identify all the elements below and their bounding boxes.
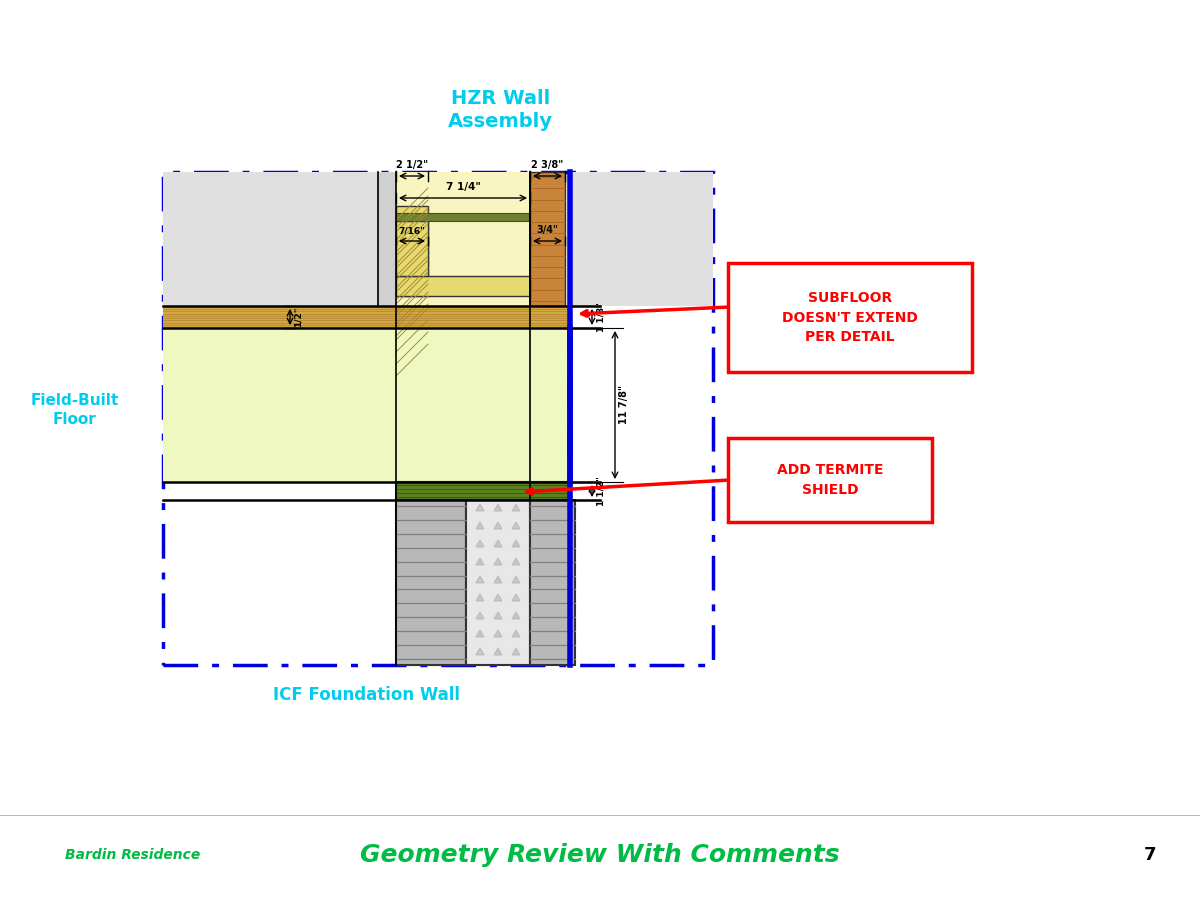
Text: ICF Foundation Wall: ICF Foundation Wall [274,686,460,704]
Bar [396,221,428,276]
Polygon shape [494,540,502,547]
Text: HZR Wall
Assembly: HZR Wall Assembly [448,89,553,131]
Polygon shape [476,540,484,547]
Bar [163,172,396,306]
Text: 7 1/4": 7 1/4" [445,182,480,192]
FancyBboxPatch shape [728,263,972,372]
Polygon shape [512,522,520,529]
Polygon shape [512,630,520,637]
Text: 11 7/8": 11 7/8" [619,385,629,425]
Polygon shape [512,594,520,601]
Polygon shape [476,612,484,619]
Text: 2 3/8": 2 3/8" [532,160,564,170]
Text: 7/16": 7/16" [398,226,426,235]
Text: Bardin Residence: Bardin Residence [65,848,200,862]
Polygon shape [494,630,502,637]
Text: 1 1/8": 1 1/8" [596,302,605,332]
FancyBboxPatch shape [728,438,932,522]
Polygon shape [494,594,502,601]
Bar [570,172,713,306]
Polygon shape [494,558,502,565]
Polygon shape [476,648,484,655]
Text: Field-Built
Floor: Field-Built Floor [31,393,119,427]
Bar [396,482,570,500]
Polygon shape [476,594,484,601]
Polygon shape [476,504,484,511]
Polygon shape [512,648,520,655]
Bar [163,328,570,482]
Polygon shape [476,558,484,565]
Text: Geometry Review With Comments: Geometry Review With Comments [360,843,840,867]
Polygon shape [476,576,484,583]
Text: 1/2": 1/2" [294,307,302,328]
Polygon shape [512,540,520,547]
Polygon shape [494,504,502,511]
Bar [396,172,530,306]
Bar [396,500,466,665]
Bar [530,172,565,306]
Text: 1 1/2": 1 1/2" [596,476,605,506]
Text: 3/4": 3/4" [536,225,558,235]
Bar [396,206,428,296]
Polygon shape [494,576,502,583]
Polygon shape [512,558,520,565]
Bar [378,172,396,306]
Polygon shape [494,612,502,619]
Polygon shape [512,612,520,619]
Bar [396,213,530,221]
Text: SUBFLOOR
DOESN'T EXTEND
PER DETAIL: SUBFLOOR DOESN'T EXTEND PER DETAIL [782,291,918,344]
Text: ADD TERMITE
SHIELD: ADD TERMITE SHIELD [776,464,883,497]
Bar [396,276,530,296]
Bar [530,500,575,665]
Polygon shape [494,522,502,529]
Polygon shape [512,576,520,583]
Polygon shape [476,630,484,637]
Polygon shape [512,504,520,511]
Text: 7: 7 [1144,846,1157,864]
Bar [466,500,530,665]
Polygon shape [494,648,502,655]
Polygon shape [476,522,484,529]
Text: 2 1/2": 2 1/2" [396,160,428,170]
Bar [163,306,570,328]
